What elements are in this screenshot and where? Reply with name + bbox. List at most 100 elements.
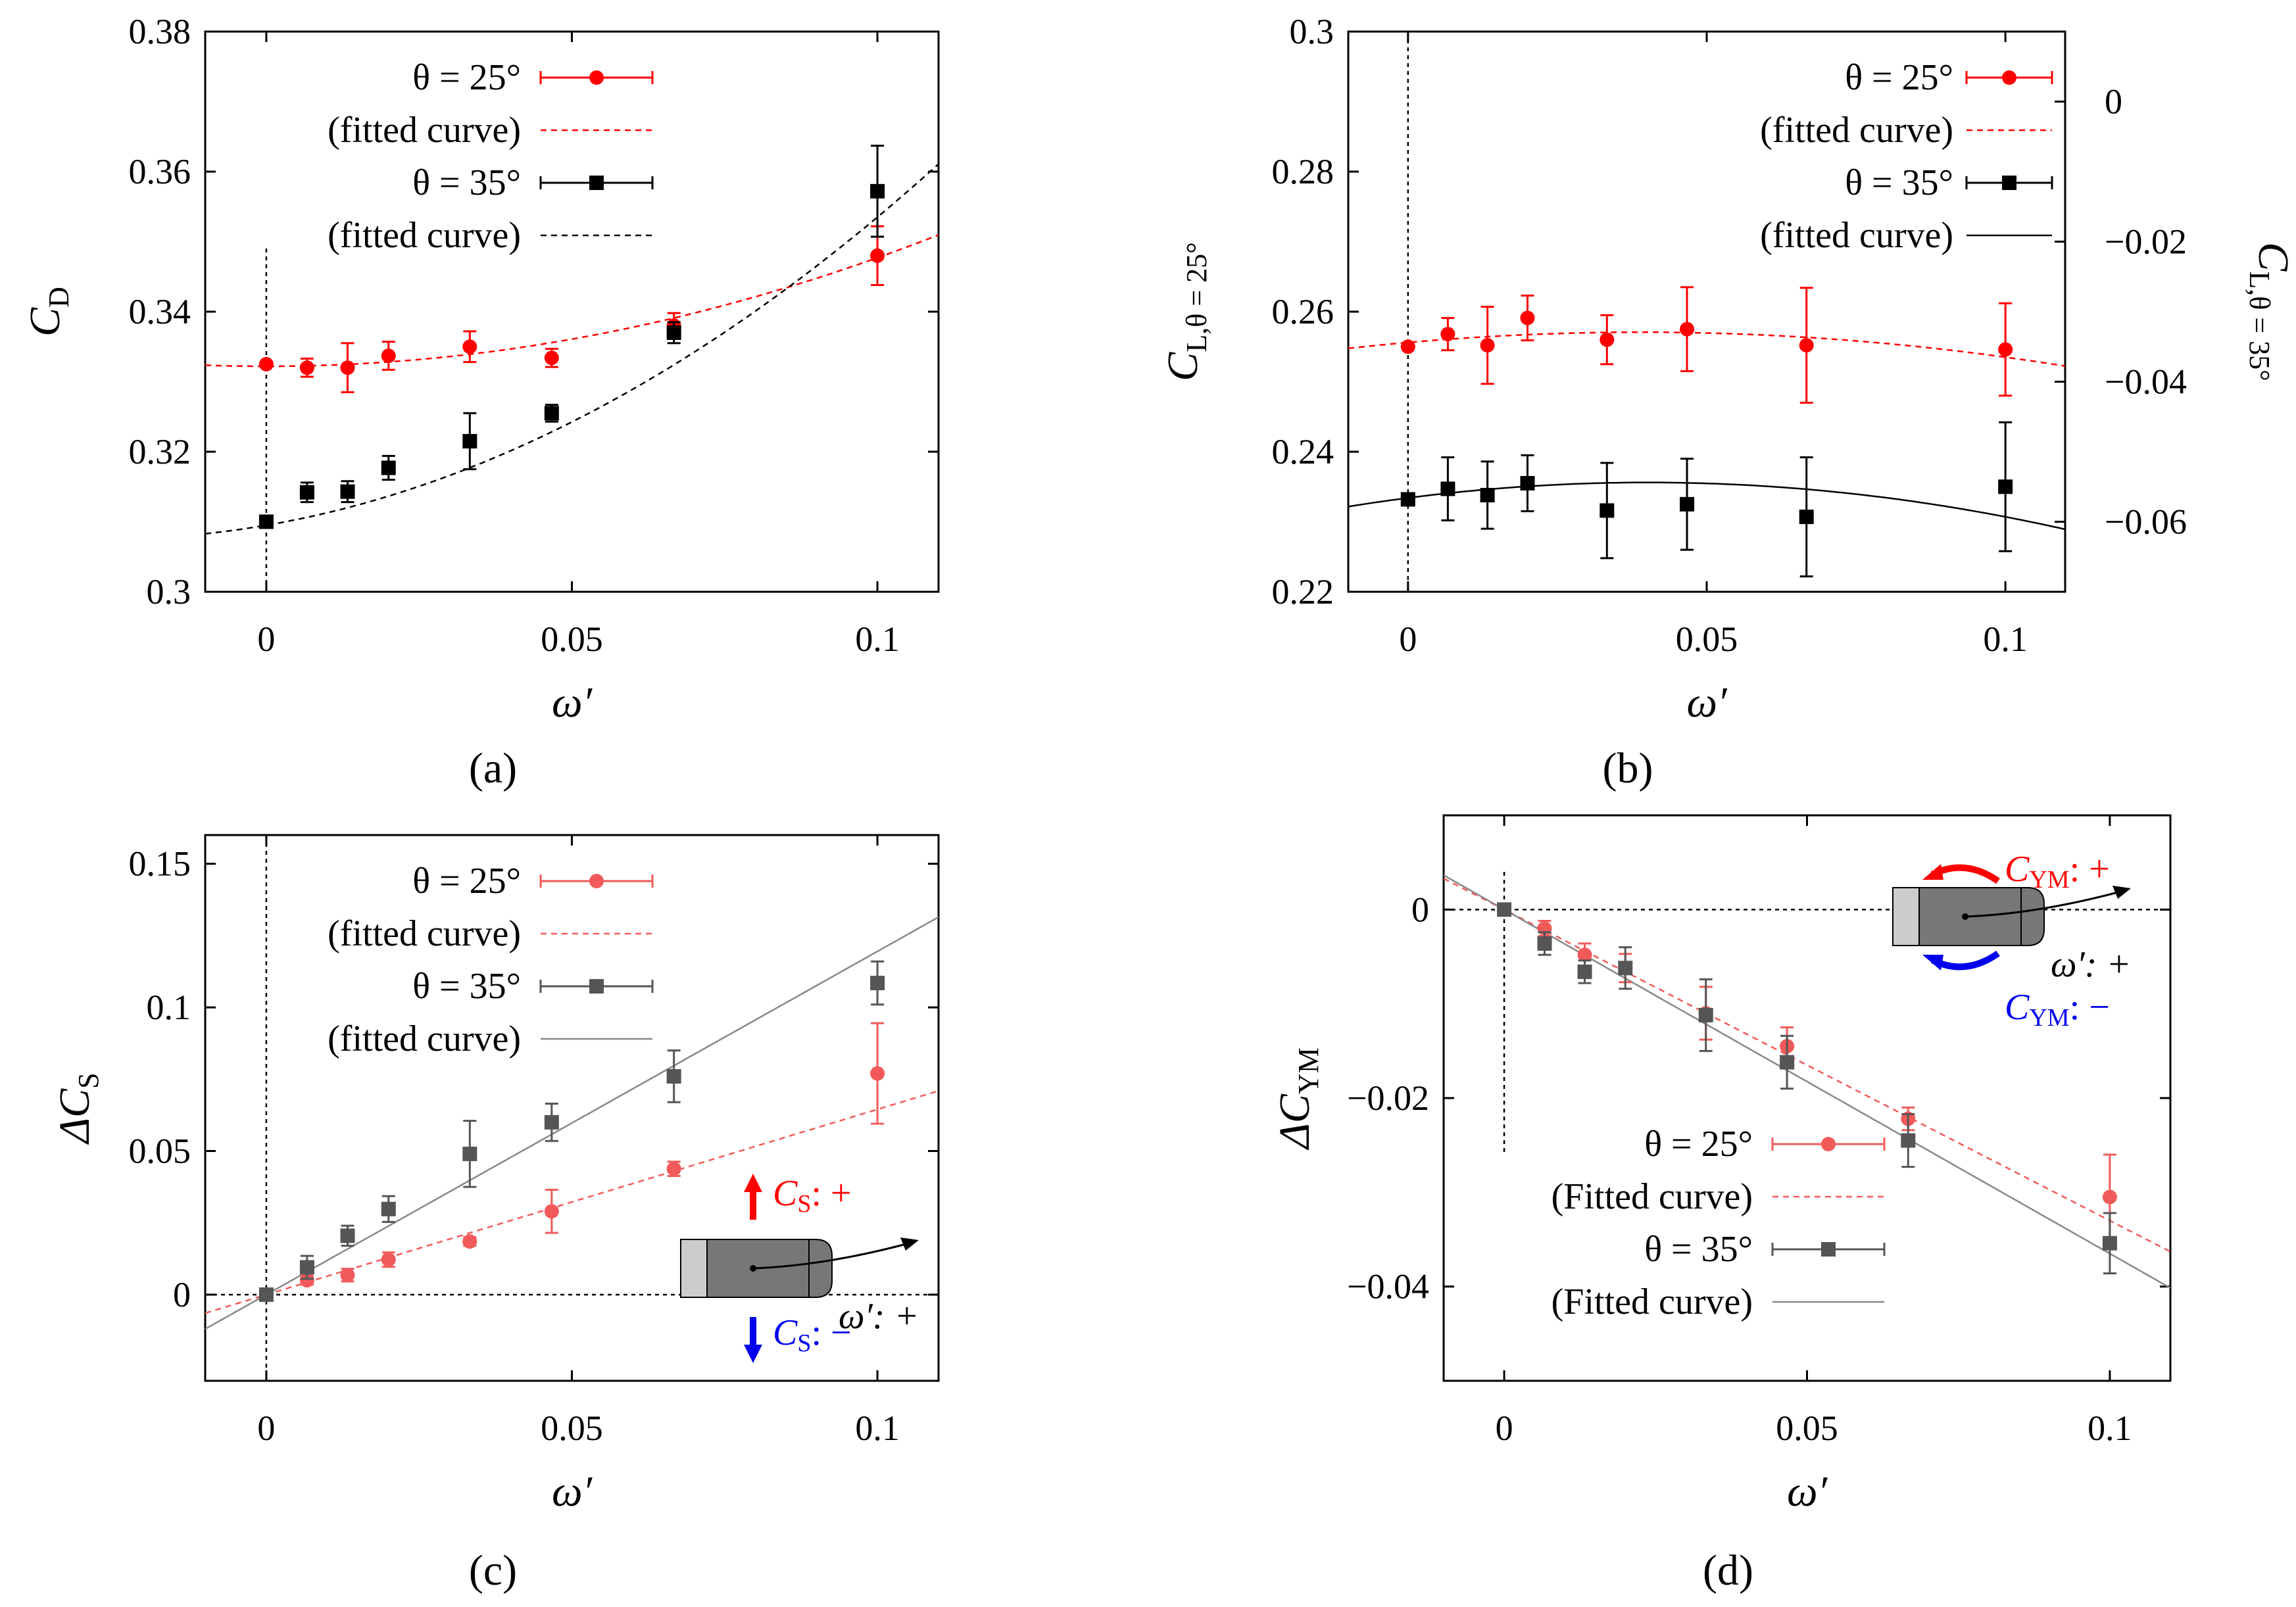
y-tick-label: 0.15 (129, 844, 191, 884)
data-point-d-s2 (1537, 936, 1552, 951)
data-point-a-s2 (299, 485, 314, 500)
y-tick-label: 0.3 (147, 572, 191, 612)
y-axis-label-sub: L,θ = 25° (1181, 242, 1213, 352)
data-point-b-s1 (1799, 338, 1814, 353)
y-tick-label: 0.1 (147, 988, 191, 1027)
data-point-a-s1 (258, 356, 274, 372)
y2-axis-label: CL,θ = 35° (2243, 242, 2296, 381)
yaw-minus-arrowhead (1922, 955, 1943, 971)
y-tick-label: 0.34 (129, 292, 191, 331)
y-tick-label: 0.05 (129, 1132, 191, 1171)
vehicle-rear-block (1892, 887, 1920, 946)
caption-b: (b) (1603, 744, 1653, 792)
x-tick-label: 0.05 (541, 619, 603, 659)
annotation-omega-label: ω′: + (2051, 944, 2131, 985)
data-point-b-s2 (1480, 488, 1495, 503)
data-point-d-s2 (1698, 1007, 1713, 1022)
fit-curve-1 (1348, 331, 2065, 367)
data-point-d-s2 (1618, 961, 1633, 976)
y-tick-label: −0.04 (1347, 1267, 1429, 1307)
caption-a: (a) (469, 744, 517, 792)
data-point-c-s2 (544, 1115, 559, 1130)
chart-c: 0 0.05 0.1 0 0.05 0.1 0.15 ω′ ΔCS θ = 25° (fitted … (51, 834, 940, 1516)
data-point-b-s2 (1520, 475, 1535, 491)
data-point-d-s1 (2102, 1189, 2117, 1205)
x-tick-label: 0 (257, 619, 275, 659)
data-point-b-s1 (1400, 339, 1415, 354)
trajectory-arrowhead (900, 1237, 919, 1251)
x-axis-label: ω′ (1787, 1468, 1828, 1516)
y-tick-label: 0.3 (1290, 12, 1334, 51)
data-point-c-s2 (462, 1146, 477, 1161)
annotation-plus-sub: S (797, 1190, 811, 1218)
legend-label-2: (fitted curve) (1760, 110, 1953, 151)
y-axis-label: CL,θ = 25° (1159, 242, 1213, 381)
data-point-b-s2 (1600, 503, 1615, 518)
legend-label-3: θ = 35° (1845, 162, 1953, 203)
trajectory-curve (1965, 890, 2124, 918)
y2-tick-label: −0.04 (2105, 362, 2187, 402)
annotation-plus-text: : + (812, 1173, 852, 1214)
data-point-b-s1 (1600, 332, 1615, 347)
vehicle-rear-block (680, 1239, 708, 1298)
data-point-d-s2 (1497, 902, 1512, 917)
x-tick-label: 0.05 (1676, 619, 1738, 659)
legend-marker (2002, 176, 2016, 190)
data-point-c-s1 (666, 1161, 681, 1176)
y-tick-label: 0.32 (129, 432, 191, 471)
data-point-a-s1 (544, 350, 559, 366)
x-tick-label: 0 (1496, 1408, 1513, 1448)
y-tick-label: 0.36 (129, 152, 191, 191)
fit-curve-2 (1348, 481, 2065, 531)
data-point-c-s1 (340, 1268, 355, 1283)
data-point-d-s2 (1577, 964, 1592, 979)
data-point-a-s1 (299, 360, 314, 375)
yaw-plus-arrowhead (1922, 864, 1943, 880)
chart-d: 0 0.05 0.1 −0.04 −0.02 0 ω′ ΔCYM θ = 25° (Fitted … (1271, 814, 2172, 1516)
legend-label-2: (Fitted curve) (1551, 1176, 1753, 1217)
annotation-minus-label: CYM: − (2005, 987, 2110, 1032)
data-point-c-s1 (299, 1273, 314, 1288)
data-point-b-s1 (1998, 342, 2013, 357)
x-tick-label: 0.1 (1983, 619, 2028, 659)
data-point-a-s2 (340, 484, 355, 499)
y2-tick-label: −0.06 (2105, 502, 2187, 542)
fit-curve-2 (205, 916, 939, 1330)
legend-label-4: (fitted curve) (328, 215, 521, 256)
y-axis-label: CD (21, 287, 75, 337)
chart-a: 0 0.05 0.1 0.3 0.32 0.34 0.36 0.38 ω′ CD θ = 25° (f… (21, 12, 940, 727)
legend-label-2: (fitted curve) (328, 110, 521, 151)
data-point-c-s2 (870, 975, 885, 990)
y-axis-label-sub: S (72, 1072, 105, 1088)
annotation-minus-text: : − (812, 1312, 852, 1353)
x-axis-label: ω′ (1686, 679, 1728, 727)
data-point-b-s2 (1998, 479, 2013, 494)
legend-marker (2002, 70, 2016, 85)
legend-label-4: (fitted curve) (328, 1019, 521, 1059)
legend-marker (589, 176, 604, 190)
legend-marker (589, 979, 604, 994)
chart-b: 0 0.05 0.1 0.22 0.24 0.26 0.28 0.3 −0.06 −0.04 −0.… (1159, 12, 2296, 727)
y2-axis-label-sub: L,θ = 35° (2243, 271, 2276, 381)
y-axis-label-sub: YM (1292, 1047, 1325, 1094)
data-point-c-s1 (870, 1066, 885, 1081)
y-axis-label-sub: D (43, 287, 75, 308)
plot-frame (204, 834, 940, 1382)
legend-marker (589, 874, 604, 888)
annotation-plus-label: CS: + (773, 1173, 852, 1218)
legend-label-2: (fitted curve) (328, 913, 521, 954)
legend-marker (589, 70, 604, 85)
data-point-a-s2 (870, 183, 885, 199)
annotation-plus-label: CYM: + (2005, 849, 2110, 894)
data-point-a-s2 (381, 460, 396, 475)
legend-label-1: θ = 25° (412, 861, 521, 901)
side-force-minus-arrowhead (744, 1345, 762, 1363)
x-axis-label: ω′ (552, 679, 593, 727)
annotation-plus-sub: YM (2029, 866, 2069, 894)
plot-frame (204, 30, 940, 593)
annotation-minus-text: : − (2070, 987, 2110, 1028)
data-point-c-s2 (299, 1260, 314, 1275)
y-axis-label: ΔCYM (1271, 1047, 1325, 1151)
data-point-a-s1 (870, 248, 885, 263)
